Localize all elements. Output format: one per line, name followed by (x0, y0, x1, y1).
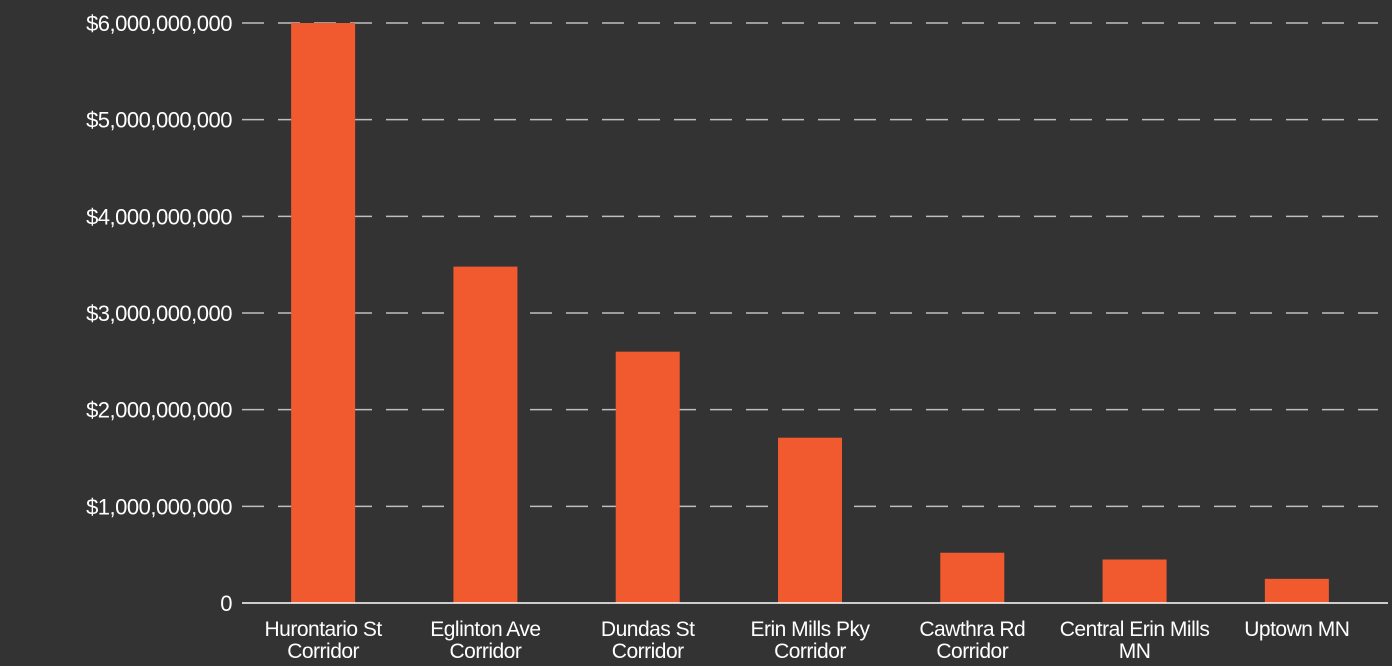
x-tick-label: Hurontario St Corridor (265, 618, 383, 663)
bar (291, 23, 356, 603)
gridlines (242, 22, 1378, 508)
bar (778, 437, 842, 603)
y-tick-label: $5,000,000,000 (86, 108, 232, 133)
x-tick-label: Erin Mills Pky Corridor (750, 618, 870, 663)
y-tick-label: $1,000,000,000 (86, 494, 232, 519)
y-tick-label: $6,000,000,000 (86, 11, 232, 36)
x-tick-label: Cawthra Rd Corridor (919, 618, 1025, 663)
y-tick-label: $2,000,000,000 (86, 398, 232, 423)
y-tick-label: $4,000,000,000 (86, 204, 232, 229)
bar (1102, 559, 1167, 603)
bar (940, 552, 1005, 603)
x-tick-label: Eglinton Ave Corridor (430, 618, 540, 663)
bar (1264, 578, 1329, 603)
x-tick-label: Dundas St Corridor (601, 618, 695, 663)
bar (453, 266, 518, 603)
x-tick-label: Central Erin Mills MN (1060, 618, 1210, 663)
bars (291, 23, 1329, 603)
y-axis: 0 $1,000,000,000 $2,000,000,000 $3,000,000,… (86, 11, 233, 616)
x-tick-label: Uptown MN (1244, 618, 1349, 641)
x-axis: Hurontario St Corridor Eglinton Ave Corrido… (242, 602, 1388, 663)
bar (615, 351, 680, 603)
y-tick-label: 0 (220, 591, 232, 616)
y-tick-label: $3,000,000,000 (86, 301, 232, 326)
